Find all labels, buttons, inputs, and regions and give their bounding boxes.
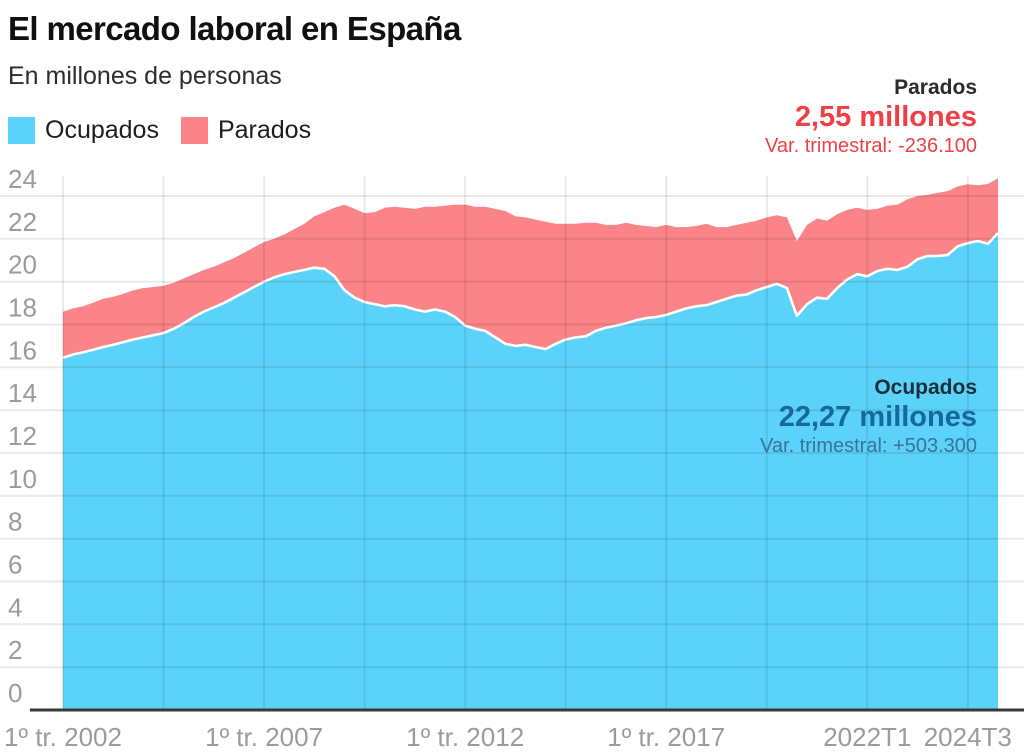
y-tick-label: 24 (8, 164, 37, 194)
y-tick-label: 0 (8, 678, 22, 708)
parados-annotation-label: Parados (894, 76, 977, 99)
parados-annotation-variation: Var. trimestral: -236.100 (765, 135, 977, 157)
y-tick-label: 2 (8, 635, 22, 665)
parados-annotation: Parados 2,55 millones Var. trimestral: -… (765, 74, 977, 159)
y-tick-label: 12 (8, 421, 37, 451)
x-tick-label: 1º tr. 2007 (205, 722, 323, 752)
parados-annotation-value: 2,55 millones (794, 101, 977, 133)
series-separator-line (62, 232, 999, 359)
ocupados-annotation: Ocupados 22,27 millones Var. trimestral:… (760, 374, 977, 459)
x-tick-label: 2024T3 (924, 722, 1012, 752)
x-tick-label: 1º tr. 2002 (4, 722, 122, 752)
ocupados-annotation-label: Ocupados (874, 376, 977, 399)
ocupados-annotation-value: 22,27 millones (778, 401, 977, 433)
y-tick-label: 4 (8, 592, 22, 622)
x-tick-label: 1º tr. 2017 (607, 722, 725, 752)
y-tick-label: 22 (8, 207, 37, 237)
ocupados-annotation-variation: Var. trimestral: +503.300 (760, 435, 977, 457)
chart-subtitle: En millones de personas (8, 62, 282, 90)
y-tick-label: 20 (8, 250, 37, 280)
y-tick-label: 16 (8, 335, 37, 365)
y-tick-label: 6 (8, 550, 22, 580)
y-tick-label: 10 (8, 464, 37, 494)
legend-label-parados: Parados (217, 116, 312, 144)
ocupados-area (63, 233, 998, 710)
legend-item-parados: Parados (180, 116, 312, 145)
y-tick-label: 14 (8, 378, 37, 408)
parados-swatch-icon (180, 117, 208, 144)
legend-label-ocupados: Ocupados (45, 116, 159, 144)
legend-item-ocupados: Ocupados (8, 116, 159, 145)
chart-title: El mercado laboral en España (8, 10, 461, 47)
parados-area (63, 178, 998, 358)
y-tick-label: 18 (8, 293, 37, 323)
x-tick-label: 2022T1 (823, 722, 911, 752)
y-tick-label: 8 (8, 507, 22, 537)
legend: Ocupados Parados (8, 116, 333, 145)
x-tick-label: 1º tr. 2012 (406, 722, 524, 752)
ocupados-swatch-icon (8, 117, 35, 144)
